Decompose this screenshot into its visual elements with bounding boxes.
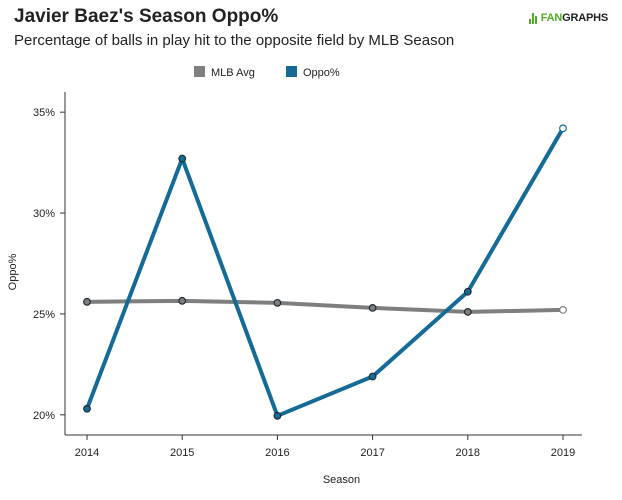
- x-tick-label: 2018: [456, 447, 480, 459]
- legend-swatch: [194, 66, 205, 77]
- logo-text-fan: FAN: [540, 12, 563, 24]
- logo-text-graphs: GRAPHS: [562, 12, 608, 24]
- chart-subtitle: Percentage of balls in play hit to the o…: [14, 32, 455, 49]
- chart-title: Javier Baez's Season Oppo%: [14, 6, 279, 27]
- mlb-avg-point: [559, 306, 567, 314]
- mlb-avg-point: [83, 297, 91, 306]
- x-tick-label: 2019: [551, 447, 575, 459]
- oppo-point: [463, 287, 472, 296]
- x-axis-label: Season: [323, 474, 360, 486]
- legend-label: MLB Avg: [211, 67, 255, 79]
- oppo-point: [559, 124, 567, 133]
- mlb-avg-point: [368, 303, 377, 312]
- oppo-point: [83, 404, 91, 413]
- y-tick-label: 35%: [33, 107, 55, 119]
- legend-swatch: [286, 66, 297, 77]
- oppo-point: [273, 411, 282, 420]
- x-tick-label: 2016: [265, 447, 289, 459]
- fangraphs-bars-icon: [528, 12, 539, 24]
- oppo-point: [178, 154, 187, 163]
- x-tick-label: 2017: [360, 447, 384, 459]
- y-tick-label: 30%: [33, 208, 55, 220]
- legend-label: Oppo%: [303, 67, 340, 79]
- mlb-avg-line: [85, 298, 565, 314]
- x-tick-label: 2015: [170, 447, 194, 459]
- mlb-avg-point: [463, 308, 472, 316]
- mlb-avg-point: [273, 298, 282, 307]
- y-tick-label: 25%: [33, 309, 55, 321]
- oppo-point: [368, 372, 377, 381]
- y-tick-label: 20%: [33, 410, 55, 422]
- y-axis-label: Oppo%: [7, 253, 19, 290]
- mlb-avg-point: [178, 296, 187, 305]
- fangraphs-logo: FAN GRAPHS: [528, 12, 608, 24]
- x-tick-label: 2014: [75, 447, 99, 459]
- oppo-line: [85, 126, 565, 418]
